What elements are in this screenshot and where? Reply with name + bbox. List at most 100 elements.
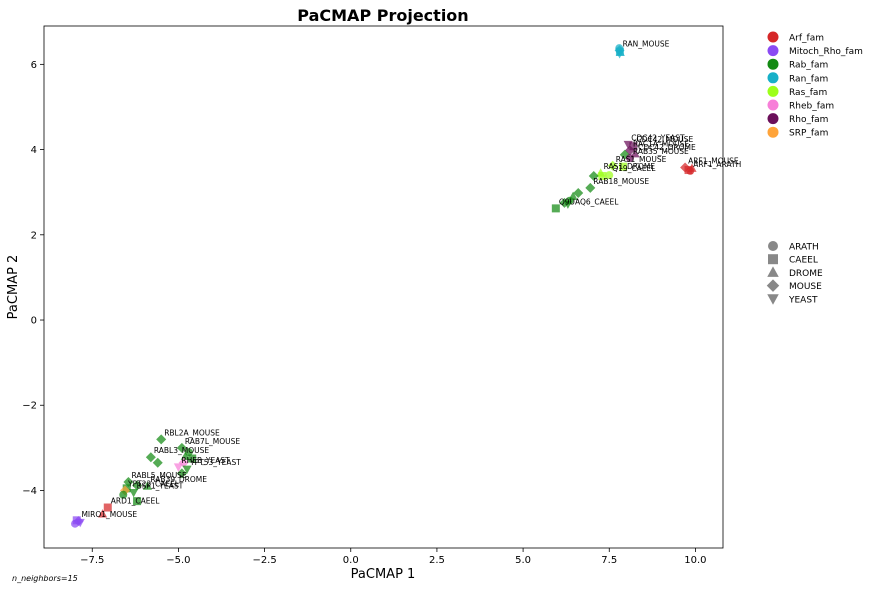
point-label: RAS1_MOUSE bbox=[616, 155, 667, 164]
family-legend: Arf_fam Mitoch_Rho_fam Rab_fam Ran_fam Ras_f… bbox=[767, 31, 863, 139]
data-point bbox=[173, 463, 184, 472]
x-tick-label: −2.5 bbox=[252, 555, 276, 566]
point-label: CDC42_YEAST bbox=[631, 133, 685, 142]
point-label: RAB7L_MOUSE bbox=[185, 437, 241, 446]
x-tick-label: 7.5 bbox=[601, 555, 617, 566]
point-label: RBL2A_MOUSE bbox=[164, 428, 220, 437]
footnote: n_neighbors=15 bbox=[12, 574, 78, 583]
point-label: BSP1_YEAST bbox=[137, 482, 184, 491]
data-point bbox=[119, 490, 128, 499]
y-axis: −4 −2 0 2 4 6 bbox=[22, 60, 44, 497]
point-label: CDC42_MOUSE bbox=[636, 135, 693, 144]
data-point bbox=[184, 448, 193, 457]
y-tick-label: 0 bbox=[31, 316, 37, 327]
legend-swatch bbox=[767, 58, 779, 70]
data-point bbox=[72, 516, 81, 525]
data-point bbox=[97, 509, 108, 518]
data-point bbox=[182, 465, 192, 474]
y-tick-label: −2 bbox=[22, 401, 37, 412]
point-label: RABL5_MOUSE bbox=[131, 471, 187, 480]
legend-entry-label: SRP_fam bbox=[789, 129, 828, 139]
data-point bbox=[176, 442, 187, 453]
point-label: ARF1_MOUSE bbox=[688, 156, 739, 165]
legend-entry-label: Ras_fam bbox=[789, 88, 827, 98]
legend-swatch bbox=[767, 45, 779, 57]
legend-entry-label: DROME bbox=[789, 269, 823, 279]
legend-marker bbox=[766, 279, 780, 292]
data-point bbox=[588, 170, 599, 181]
plot-frame bbox=[43, 25, 724, 549]
point-label: RAB18_MOUSE bbox=[593, 177, 649, 186]
data-point bbox=[619, 162, 628, 171]
data-point bbox=[156, 434, 167, 445]
x-tick-label: −7.5 bbox=[80, 555, 104, 566]
legend-entry-label: Rho_fam bbox=[789, 115, 828, 125]
scatter-points bbox=[71, 44, 697, 528]
point-label: Q19_CAEEL bbox=[612, 164, 656, 173]
legend-swatch bbox=[767, 72, 779, 84]
y-tick-label: 2 bbox=[31, 230, 37, 241]
point-label: RABL3_MOUSE bbox=[154, 446, 210, 455]
point-labels: RAN_MOUSE CDC42_YEASTCDC42_MOUSERAC1A_MOU… bbox=[81, 39, 741, 519]
legend-marker bbox=[767, 266, 779, 277]
legend-entry-label: Mitoch_Rho_fam bbox=[789, 47, 863, 57]
data-point bbox=[180, 451, 190, 460]
point-label: ARF1_ARATH bbox=[693, 160, 741, 169]
legend-marker bbox=[768, 254, 778, 265]
data-point bbox=[614, 50, 625, 59]
data-point bbox=[625, 154, 634, 163]
x-axis: −7.5 −5.0 −2.5 0.0 2.5 5.0 7.5 10.0 bbox=[80, 548, 707, 566]
data-point bbox=[123, 476, 134, 487]
legend-swatch bbox=[767, 113, 779, 125]
legend-entry-label: MOUSE bbox=[789, 282, 822, 292]
data-point bbox=[563, 200, 573, 209]
data-point bbox=[607, 160, 618, 171]
point-label: Q9UAQ6_CAEEL bbox=[559, 197, 619, 206]
legend-entry-label: Ran_fam bbox=[789, 74, 828, 84]
species-legend: ARATH CAEEL DROME MOUSE YEAST bbox=[766, 241, 823, 305]
data-point bbox=[133, 497, 142, 506]
x-tick-label: −5.0 bbox=[166, 555, 190, 566]
data-point bbox=[152, 457, 163, 468]
data-point bbox=[629, 142, 638, 151]
point-label: RAB35_MOUSE bbox=[633, 147, 689, 156]
chart-title: PaCMAP Projection bbox=[297, 6, 468, 25]
data-point bbox=[585, 182, 596, 193]
point-label: RAN_MOUSE bbox=[623, 39, 670, 48]
data-point bbox=[145, 452, 156, 463]
point-label: CDC42_DROME bbox=[638, 143, 696, 152]
data-point bbox=[605, 171, 614, 180]
x-tick-label: 5.0 bbox=[515, 555, 531, 566]
data-point bbox=[129, 489, 139, 498]
legend-entry-label: YEAST bbox=[788, 295, 818, 305]
y-tick-label: −4 bbox=[22, 486, 37, 497]
data-point bbox=[132, 480, 143, 491]
legend-marker bbox=[767, 294, 779, 305]
legend-swatch bbox=[767, 99, 779, 111]
data-point bbox=[551, 204, 560, 213]
data-point bbox=[598, 171, 607, 180]
legend-swatch bbox=[767, 31, 779, 43]
point-label: YPT53_YEAST bbox=[189, 458, 241, 467]
x-tick-label: 0.0 bbox=[343, 555, 359, 566]
x-tick-label: 2.5 bbox=[429, 555, 445, 566]
point-label: RAS1_DROME bbox=[604, 162, 656, 171]
legend-entry-label: CAEEL bbox=[789, 256, 818, 266]
legend-marker bbox=[768, 241, 778, 251]
point-label: RHEB_YEAST bbox=[181, 456, 230, 465]
point-label: YPT22_CAEEL bbox=[127, 479, 180, 488]
data-point bbox=[188, 454, 197, 463]
legend-swatch bbox=[767, 126, 779, 138]
legend-entry-label: Rheb_fam bbox=[789, 102, 834, 112]
data-point bbox=[573, 188, 584, 199]
legend-entry-label: ARATH bbox=[789, 243, 819, 253]
data-point bbox=[142, 481, 153, 490]
point-label: RAC1A_MOUSE bbox=[633, 139, 689, 148]
data-point bbox=[684, 166, 693, 175]
data-point bbox=[103, 503, 112, 512]
data-point bbox=[176, 468, 187, 479]
x-axis-label: PaCMAP 1 bbox=[351, 567, 416, 582]
legend-entry-label: Arf_fam bbox=[789, 34, 824, 44]
point-label: ARD1_CAEEL bbox=[111, 497, 160, 506]
